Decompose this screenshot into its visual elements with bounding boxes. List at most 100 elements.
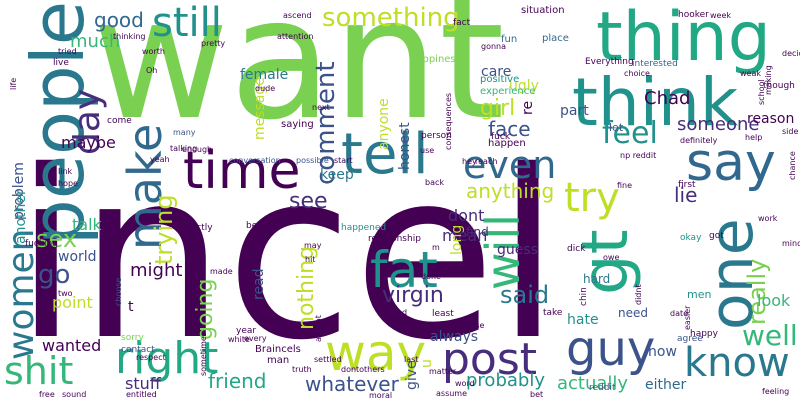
word: decide <box>782 49 800 58</box>
word: long <box>449 224 465 255</box>
word: tell <box>341 122 429 187</box>
word: Oh <box>146 66 158 75</box>
word: world <box>58 249 97 265</box>
word: go <box>38 260 71 290</box>
word: use <box>420 146 435 155</box>
word: made <box>210 267 233 276</box>
word: try <box>564 175 620 221</box>
word: thing <box>596 0 771 77</box>
word: help <box>745 133 763 142</box>
word: shit <box>4 349 74 393</box>
word: honest <box>397 122 413 170</box>
word: mean <box>442 226 488 245</box>
word: men <box>687 288 712 301</box>
word: pretty <box>201 39 226 48</box>
word: good <box>94 8 144 32</box>
word: let <box>609 121 624 134</box>
word: worth <box>142 47 165 56</box>
word: probably <box>466 370 545 391</box>
word: t <box>128 299 134 315</box>
word: work <box>758 214 778 223</box>
word: stuff <box>125 374 161 393</box>
word: two <box>58 289 73 298</box>
word: talking <box>170 144 198 153</box>
word: attention <box>277 32 314 41</box>
word: owe <box>603 253 620 262</box>
word: weak <box>740 69 761 78</box>
word: need <box>618 306 648 320</box>
word: hope <box>58 179 78 188</box>
word: anyone <box>376 98 392 150</box>
word: talk <box>72 215 102 234</box>
word: accept <box>314 315 323 342</box>
word: guess <box>497 242 538 258</box>
word: chance <box>788 151 797 180</box>
word: entitled <box>126 390 157 399</box>
word: time <box>183 141 301 201</box>
word: trying <box>150 194 178 265</box>
word: feel <box>602 116 658 151</box>
word: making <box>764 65 773 95</box>
word: enough <box>182 145 213 154</box>
word: definitely <box>680 136 718 145</box>
word: word <box>455 379 475 388</box>
word: said <box>500 281 550 309</box>
word: cause <box>461 321 485 330</box>
word: got <box>709 231 724 241</box>
word: respect <box>136 353 166 362</box>
word: last <box>404 355 419 364</box>
word: wanted <box>42 336 102 355</box>
word: keep <box>320 167 354 183</box>
word: fucking <box>25 239 58 249</box>
word: hard <box>583 272 611 286</box>
word: white <box>228 335 250 344</box>
word: find <box>466 225 489 239</box>
word: read <box>251 268 267 300</box>
word: come <box>107 116 132 126</box>
word: next <box>312 103 330 112</box>
word: reddit <box>589 383 616 393</box>
word: Everything <box>585 57 634 67</box>
word: even <box>463 143 557 187</box>
word: yeah <box>150 155 170 164</box>
word: hit <box>305 255 316 264</box>
word: someone <box>677 114 760 135</box>
word: first <box>678 180 696 190</box>
word: back <box>425 178 445 187</box>
word: every <box>244 334 267 343</box>
word: tothers <box>356 365 385 374</box>
word: still <box>152 0 222 46</box>
word: sometimes <box>199 331 208 376</box>
word: situation <box>521 5 565 16</box>
word: though <box>763 81 795 91</box>
word: reach <box>475 157 498 166</box>
word: sex <box>36 225 78 253</box>
word: settled <box>314 355 342 364</box>
word: didnt <box>634 284 643 305</box>
word: relationship <box>368 234 421 244</box>
word: live <box>53 58 69 68</box>
word: assume <box>436 389 468 398</box>
word: possible <box>296 156 329 165</box>
word: agree <box>677 334 703 344</box>
word: choice <box>624 69 650 78</box>
word: always <box>430 329 479 345</box>
word: lie <box>674 183 698 207</box>
word: free <box>39 390 55 399</box>
word: fine <box>617 181 633 190</box>
word: year <box>236 326 257 336</box>
word: way <box>325 324 427 382</box>
word: don <box>341 365 357 374</box>
word: fact <box>453 18 471 28</box>
word: experience <box>480 86 536 97</box>
word: now <box>648 344 677 360</box>
word: may <box>304 241 322 250</box>
word: reason <box>747 111 795 127</box>
word: happen <box>488 138 526 149</box>
word: friend <box>208 369 267 393</box>
word: side <box>782 127 799 136</box>
word: week <box>710 11 732 20</box>
word: around <box>379 308 408 317</box>
word: ugly <box>509 78 539 94</box>
word: consequences <box>444 92 453 150</box>
